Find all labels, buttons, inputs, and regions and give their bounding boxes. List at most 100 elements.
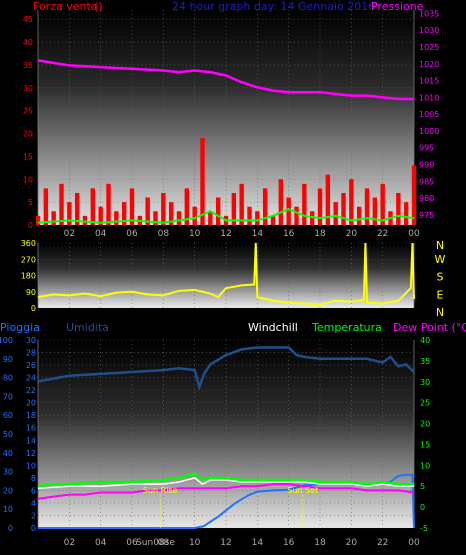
forza-tick: 25	[23, 107, 33, 116]
compass-label: S	[437, 271, 444, 284]
axis-ticks: 0202040406060808101012121414161618182020…	[0, 9, 446, 548]
gust-bar	[286, 197, 291, 225]
umidita-line	[37, 346, 415, 392]
temperatura-label: Temperatura	[311, 321, 382, 334]
sun-marker-label: Sun Set	[287, 486, 318, 495]
x-tick-label-top: 20	[346, 229, 358, 239]
temp-tick: 5	[420, 482, 425, 491]
dew-point-label: Dew Point (°C)	[393, 321, 466, 334]
umidita-tick: 20	[26, 399, 36, 408]
gust-bar	[349, 179, 354, 225]
x-tick-label-top: 04	[95, 229, 107, 239]
pioggia-label: Pioggia	[0, 321, 40, 334]
x-tick-label-bottom: 16	[283, 538, 295, 548]
gust-bar	[51, 211, 56, 225]
direction-tick: 180	[21, 272, 36, 281]
dew-point-line	[37, 483, 415, 500]
pioggia-tick: 90	[3, 355, 13, 364]
pressione-tick: 1030	[419, 26, 439, 35]
windchill-line	[37, 477, 414, 490]
x-tick-label-bottom: 06	[126, 538, 138, 548]
forza-tick: 40	[23, 38, 33, 47]
gust-bar	[247, 206, 252, 225]
forza-tick: 5	[28, 198, 33, 207]
x-tick-label-bottom: 02	[64, 538, 75, 548]
gust-bar	[278, 179, 284, 225]
umidita-tick: 16	[26, 424, 36, 433]
forza-tick: 10	[23, 175, 33, 184]
gust-bar	[90, 188, 96, 225]
media-line	[37, 207, 415, 224]
forza-tick: 45	[23, 15, 33, 24]
pioggia-tick: 60	[3, 411, 13, 420]
gust-bar	[294, 206, 299, 225]
temp-tick: 0	[420, 503, 425, 512]
gust-bar	[200, 138, 205, 225]
gust-bar	[192, 206, 197, 225]
x-tick-label-top: 22	[377, 229, 388, 239]
direction-tick: 270	[21, 255, 36, 264]
pressione-tick: 1035	[419, 9, 439, 18]
forza-vento-units: ()	[94, 0, 103, 13]
gust-bar	[43, 188, 49, 225]
gust-bar	[74, 192, 80, 225]
gust-bar	[325, 174, 331, 225]
gust-bar	[364, 188, 370, 225]
gust-bar	[309, 211, 315, 225]
direction-tick: 90	[26, 288, 36, 297]
umidita-tick: 14	[26, 436, 36, 445]
temp-tick: 20	[420, 420, 430, 429]
pressione-tick: 975	[419, 211, 434, 220]
pressione-tick: 1005	[419, 110, 439, 119]
gust-bar	[129, 188, 135, 225]
pressione-tick: 985	[419, 177, 434, 186]
direction-tick: 360	[21, 239, 36, 248]
umidita-tick: 24	[26, 374, 36, 383]
gust-bar	[168, 202, 174, 225]
gust-bar	[380, 183, 385, 225]
x-overlay-label: Sun08se	[136, 538, 175, 548]
x-tick-label-bottom: 04	[95, 538, 107, 548]
x-tick-label-bottom: 08	[158, 538, 170, 548]
pioggia-tick: 20	[3, 486, 13, 495]
gust-bar	[114, 211, 119, 225]
x-tick-label-top: 18	[314, 229, 326, 239]
gust-bar	[215, 197, 221, 225]
temp-tick: 10	[420, 461, 430, 470]
gust-bar	[208, 211, 213, 225]
x-tick-label-top: 10	[189, 229, 201, 239]
graph-date-title: 24 hour graph day: 14 Gennaio 2016	[172, 0, 375, 13]
pressione-tick: 980	[419, 194, 434, 203]
umidita-tick: 2	[31, 511, 36, 520]
x-tick-label-bottom: 18	[314, 538, 326, 548]
forza-tick: 20	[23, 130, 33, 139]
gust-bar	[341, 192, 346, 225]
compass-label: N	[436, 239, 444, 252]
x-tick-label-top: 06	[126, 229, 138, 239]
gust-bar	[333, 202, 338, 225]
pressione-tick: 990	[419, 161, 434, 170]
x-tick-label-bottom: 10	[189, 538, 201, 548]
direzione-line	[37, 242, 415, 306]
pioggia-tick: 70	[3, 392, 13, 401]
gust-bar	[106, 183, 111, 225]
umidita-tick: 18	[26, 411, 36, 420]
forza-tick: 0	[28, 221, 33, 230]
pioggia-tick: 10	[3, 505, 13, 514]
gust-bar	[35, 215, 41, 225]
gust-bar	[161, 192, 166, 225]
gust-bar	[255, 211, 260, 225]
umidita-tick: 0	[31, 524, 36, 533]
x-tick-label-top: 00	[408, 229, 420, 239]
pioggia-tick: 30	[3, 468, 13, 477]
series	[35, 59, 417, 529]
x-tick-label-top: 14	[252, 229, 264, 239]
x-tick-label-top: 08	[158, 229, 170, 239]
x-tick-label-top: 12	[220, 229, 231, 239]
gust-series	[35, 138, 417, 225]
gust-bar	[67, 202, 72, 225]
x-tick-label-top: 02	[64, 229, 75, 239]
umidita-tick: 4	[31, 499, 36, 508]
sun-marker-label: Sun Rise	[143, 486, 178, 495]
compass-label: E	[437, 288, 444, 301]
